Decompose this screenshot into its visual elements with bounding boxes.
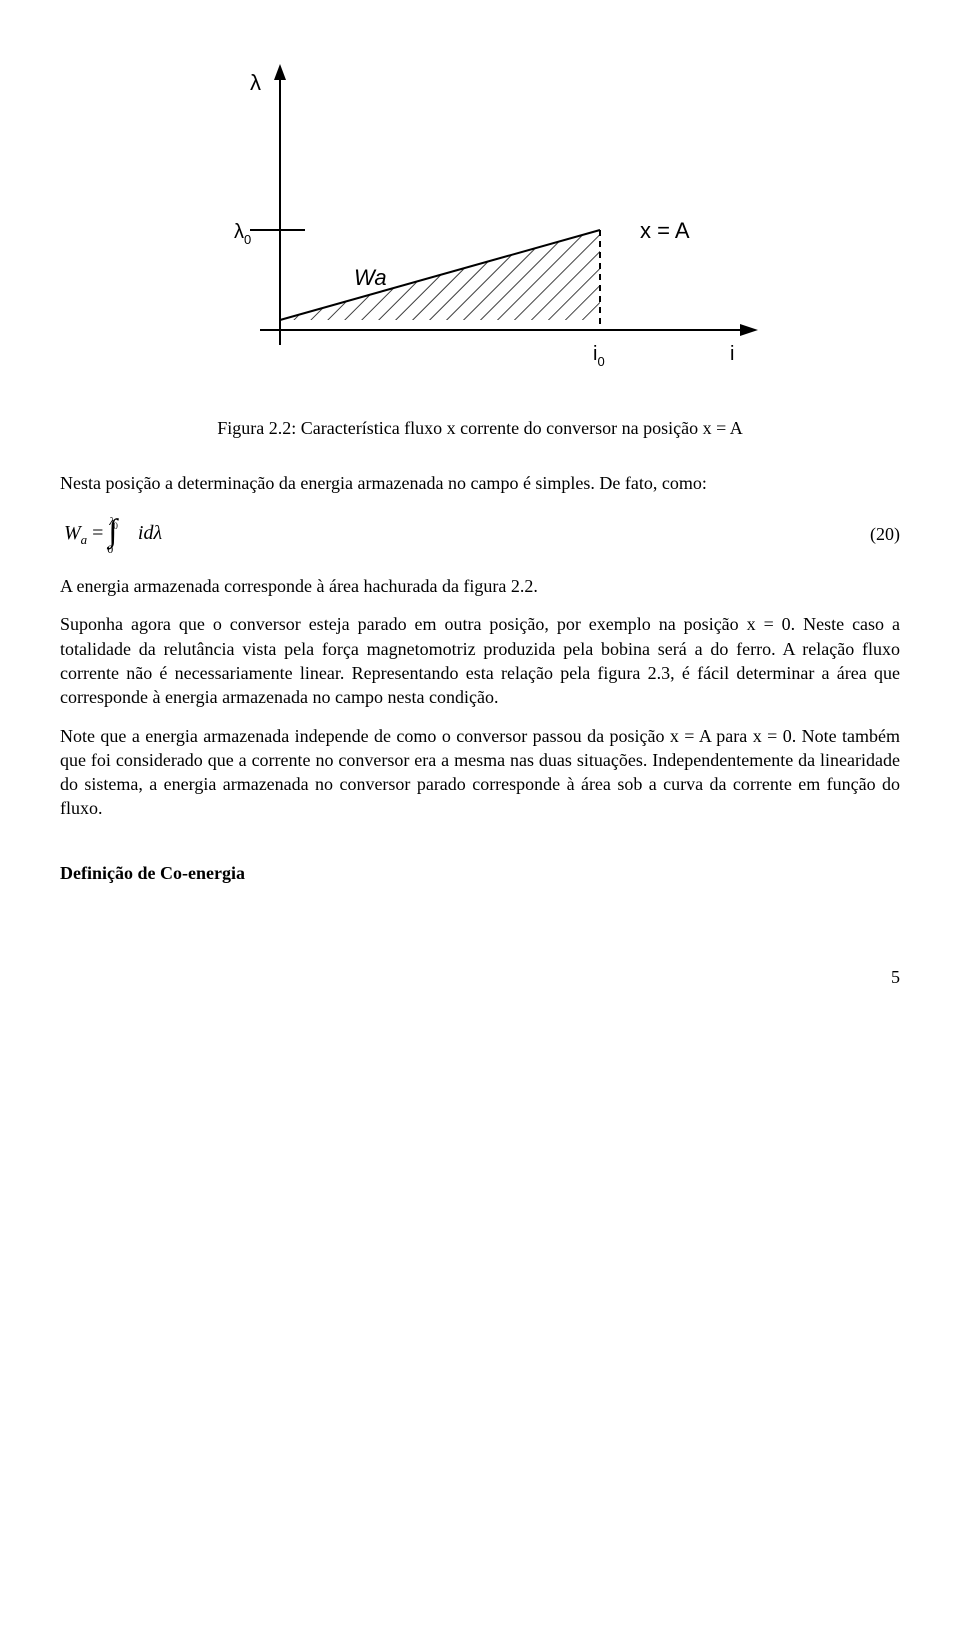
eq-lhs-sub: a: [81, 532, 88, 547]
eq-int-lower: 0: [107, 542, 113, 556]
equation-number: (20): [870, 522, 900, 546]
eq-lhs-var: W: [64, 522, 81, 544]
i0-label: i0: [593, 343, 605, 369]
eq-integrand: idλ: [138, 522, 162, 544]
eq-int-upper-sub: 0: [113, 521, 118, 531]
figure-caption: Figura 2.2: Característica fluxo x corre…: [60, 416, 900, 440]
figure-2-2: λ λ0 Wa x = A i0 i Figura 2.2: Caracterí…: [60, 60, 900, 441]
paragraph-3: Suponha agora que o conversor esteja par…: [60, 612, 900, 709]
x-axis-arrow: [740, 324, 758, 336]
eq-equals: =: [92, 522, 108, 544]
page-number: 5: [60, 965, 900, 989]
paragraph-1: Nesta posição a determinação da energia …: [60, 471, 900, 495]
paragraph-2: A energia armazenada corresponde à área …: [60, 574, 900, 598]
x-axis-label: i: [730, 343, 734, 365]
curve-label: x = A: [640, 218, 690, 243]
y-axis-label: λ: [250, 70, 261, 95]
equation-20: Wa = ∫0λ0 idλ: [60, 513, 162, 556]
equation-20-row: Wa = ∫0λ0 idλ (20): [60, 513, 900, 556]
lambda0-label: λ0: [234, 221, 251, 247]
section-heading-coenergy: Definição de Co-energia: [60, 861, 900, 885]
flux-current-chart: λ λ0 Wa x = A i0 i: [180, 60, 780, 390]
wa-label: Wa: [354, 265, 387, 290]
y-axis-arrow: [274, 64, 286, 80]
paragraph-4: Note que a energia armazenada independe …: [60, 724, 900, 821]
